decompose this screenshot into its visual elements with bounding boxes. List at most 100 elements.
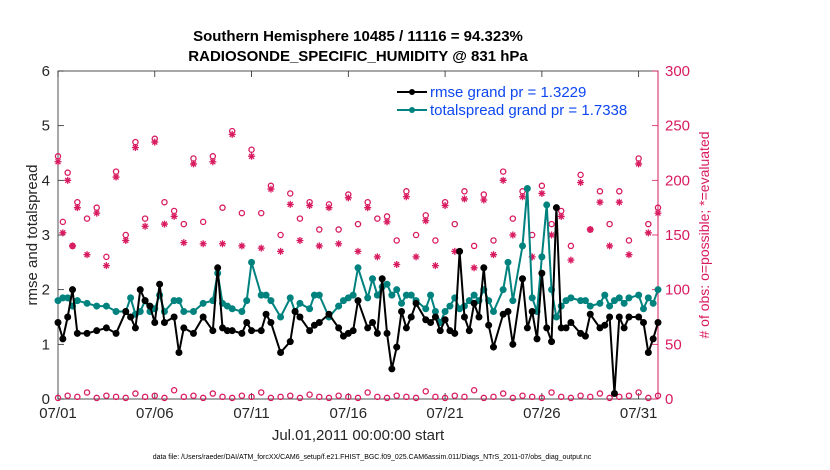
obs-possible-point bbox=[316, 226, 323, 233]
obs-evaluated-point bbox=[267, 185, 275, 193]
obs-evaluated-point bbox=[364, 204, 372, 212]
totalspread-point bbox=[489, 308, 497, 316]
obs-evaluated-point bbox=[509, 231, 517, 239]
obs-possible-low-point bbox=[103, 392, 110, 399]
plot-area bbox=[57, 70, 659, 400]
totalspread-point bbox=[296, 299, 304, 307]
obs-evaluated-point bbox=[160, 220, 168, 228]
totalspread-point bbox=[644, 294, 652, 302]
obs-possible-low-point bbox=[277, 393, 284, 401]
obs-possible-low-point bbox=[180, 393, 188, 401]
obs-possible-low-point bbox=[374, 393, 381, 401]
rmse-point bbox=[436, 327, 444, 335]
x-tick-label: 07/06 bbox=[136, 405, 174, 422]
rmse-point bbox=[306, 327, 314, 335]
obs-possible-point bbox=[161, 198, 168, 206]
obs-possible-low-point bbox=[616, 393, 623, 401]
totalspread-point bbox=[552, 313, 560, 321]
rmse-point bbox=[489, 343, 497, 351]
obs-evaluated-point bbox=[625, 251, 633, 259]
obs-possible-point bbox=[451, 220, 459, 228]
axis-ticks: 07/01 07/06 07/11 07/16 07/21 07/26 07/31 0 1 2 3 4… bbox=[39, 63, 690, 422]
rmse-point bbox=[378, 275, 386, 283]
obs-evaluated-point bbox=[170, 212, 178, 220]
rmse-point bbox=[141, 297, 149, 305]
obs-possible-point bbox=[567, 242, 575, 250]
obs-possible-low-point bbox=[490, 393, 497, 401]
x-tick-label: 07/11 bbox=[233, 405, 269, 422]
obs-evaluated-point bbox=[644, 229, 652, 237]
obs-evaluated-point bbox=[412, 253, 420, 261]
obs-possible-point bbox=[432, 237, 439, 244]
rmse-point bbox=[257, 327, 265, 335]
rmse-point bbox=[625, 313, 633, 321]
obs-evaluated-point bbox=[373, 253, 381, 261]
obs-possible-point bbox=[180, 220, 188, 228]
rmse-point bbox=[122, 308, 130, 316]
y2-tick-label: 150 bbox=[665, 227, 690, 244]
obs-possible-low-point bbox=[645, 394, 652, 402]
rmse-point bbox=[475, 313, 483, 321]
x-tick-label: 07/01 bbox=[39, 405, 77, 422]
totalspread-point bbox=[83, 299, 91, 307]
rmse-point bbox=[146, 302, 154, 310]
obs-possible-point bbox=[470, 242, 478, 250]
totalspread-point bbox=[373, 291, 381, 299]
obs-possible-low-point bbox=[238, 392, 246, 399]
x-axis-label: Jul.01,2011 00:00:00 start bbox=[272, 427, 445, 444]
obs-possible-low-point bbox=[635, 389, 642, 396]
rmse-point bbox=[383, 329, 391, 337]
obs-possible-low-point bbox=[267, 394, 275, 402]
obs-evaluated-point bbox=[189, 160, 197, 168]
totalspread-point bbox=[596, 299, 604, 307]
rmse-point bbox=[567, 318, 575, 326]
totalspread-point bbox=[243, 297, 251, 305]
rmse-point bbox=[615, 313, 623, 321]
obs-evaluated-point bbox=[54, 158, 62, 166]
totalspread-point bbox=[504, 258, 512, 266]
obs-evaluated-point bbox=[102, 262, 110, 270]
obs-possible-point bbox=[238, 209, 246, 217]
totalspread-point bbox=[441, 308, 449, 316]
obs-evaluated-point bbox=[122, 236, 130, 244]
rmse-point bbox=[102, 324, 110, 332]
rmse-point bbox=[620, 324, 628, 332]
rmse-point bbox=[248, 327, 256, 335]
totalspread-point bbox=[199, 299, 207, 307]
rmse-point bbox=[369, 318, 377, 326]
rmse-point bbox=[649, 335, 657, 343]
totalspread-point bbox=[601, 291, 609, 299]
totalspread-point bbox=[286, 294, 294, 302]
rmse-point bbox=[519, 275, 527, 283]
obs-evaluated-point bbox=[586, 226, 594, 234]
rmse-point bbox=[523, 324, 531, 332]
obs-evaluated-point bbox=[596, 198, 604, 206]
rmse-point bbox=[131, 324, 139, 332]
rmse-point bbox=[354, 297, 362, 305]
obs-evaluated-point bbox=[519, 193, 527, 201]
obs-evaluated-point bbox=[209, 158, 217, 166]
y2-axis-label: # of obs: o=possible; *=evaluated bbox=[696, 131, 712, 338]
y-tick-label: 2 bbox=[42, 282, 50, 299]
obs-evaluated-point bbox=[277, 247, 285, 255]
totalspread-point bbox=[335, 302, 343, 310]
legend-label-spread: totalspread grand pr = 1.7338 bbox=[430, 102, 627, 119]
obs-possible-point bbox=[287, 190, 294, 197]
obs-evaluated-point bbox=[402, 193, 410, 201]
rmse-point bbox=[460, 313, 468, 321]
rmse-point bbox=[606, 313, 614, 321]
obs-evaluated-point bbox=[654, 209, 662, 217]
obs-possible-low-point bbox=[548, 389, 555, 396]
totalspread-point bbox=[398, 299, 406, 307]
rmse-point bbox=[83, 329, 91, 337]
rmse-point bbox=[189, 329, 197, 337]
rmse-point bbox=[644, 349, 652, 357]
rmse-point bbox=[388, 365, 396, 373]
rmse-point bbox=[160, 318, 168, 326]
obs-possible-low-point bbox=[519, 392, 526, 399]
totalspread-point bbox=[620, 299, 628, 307]
obs-possible-point bbox=[538, 182, 546, 190]
obs-evaluated-point bbox=[180, 239, 188, 247]
obs-possible-low-point bbox=[74, 393, 81, 401]
chart-title-line2: RADIOSONDE_SPECIFIC_HUMIDITY @ 831 hPa bbox=[188, 48, 528, 65]
